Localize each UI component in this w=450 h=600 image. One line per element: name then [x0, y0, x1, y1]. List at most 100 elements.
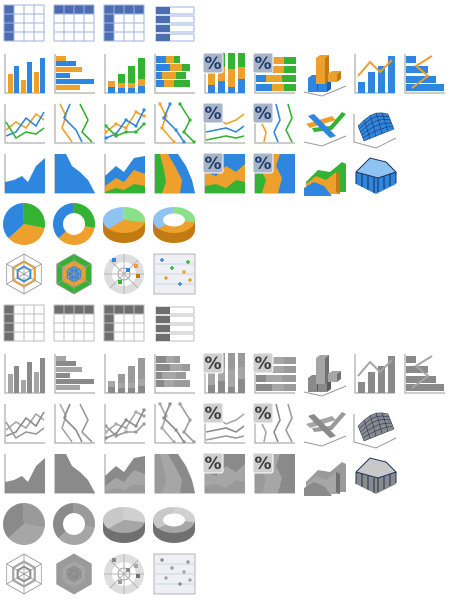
line-markers-chart-icon[interactable] — [102, 102, 146, 146]
icon-row — [2, 252, 196, 296]
bar-percent-chart-icon[interactable]: % — [202, 352, 246, 396]
percent-glyph: % — [254, 154, 271, 174]
bar-clustered-chart-icon[interactable] — [2, 52, 46, 96]
table-split-chart-icon[interactable] — [102, 2, 146, 46]
table-split-chart-icon[interactable] — [102, 302, 146, 346]
area-surface-3d-chart-icon[interactable] — [352, 152, 397, 196]
area-basic-chart-icon[interactable] — [2, 452, 46, 496]
icon-row: %% — [2, 402, 397, 449]
line-basic-chart-icon[interactable] — [2, 402, 46, 446]
percent-glyph: % — [254, 54, 271, 74]
bar-horizontal-percent-chart-icon[interactable]: % — [252, 52, 296, 96]
table-band-chart-icon[interactable] — [152, 2, 196, 46]
bar-line-combo-chart-icon[interactable] — [352, 352, 396, 396]
area-percent-chart-icon[interactable]: % — [202, 452, 246, 496]
bar-percent-chart-icon[interactable]: % — [202, 52, 246, 96]
bar-horizontal-stacked-chart-icon[interactable] — [152, 52, 196, 96]
percent-glyph: % — [204, 354, 221, 374]
radar-lines-chart-icon[interactable] — [2, 552, 46, 596]
area-vertical-stacked-chart-icon[interactable] — [152, 452, 196, 496]
line-percent-chart-icon[interactable]: % — [202, 402, 246, 446]
table-grid-chart-icon[interactable] — [2, 2, 46, 46]
line-basic-chart-icon[interactable] — [2, 102, 46, 146]
icon-row: %% — [2, 452, 397, 496]
radar-filled-chart-icon[interactable] — [52, 252, 96, 296]
bar-horizontal-stacked-chart-icon[interactable] — [152, 352, 196, 396]
bar-horizontal-chart-icon[interactable] — [52, 352, 96, 396]
line-3d-chart-icon[interactable] — [302, 402, 347, 447]
line-markers-chart-icon[interactable] — [102, 402, 146, 446]
area-percent-chart-icon[interactable]: % — [202, 152, 246, 196]
area-vertical-stacked-chart-icon[interactable] — [152, 152, 196, 196]
radar-filled-chart-icon[interactable] — [52, 552, 96, 596]
icon-row — [2, 2, 196, 46]
polar-chart-icon[interactable] — [102, 552, 146, 596]
table-grid-chart-icon[interactable] — [2, 302, 46, 346]
icon-row — [2, 502, 196, 546]
bar-horizontal-percent-chart-icon[interactable]: % — [252, 352, 296, 396]
bar-stacked-chart-icon[interactable] — [102, 52, 146, 96]
area-vertical-percent-chart-icon[interactable]: % — [252, 152, 296, 196]
table-wide-chart-icon[interactable] — [52, 2, 96, 46]
line-percent-chart-icon[interactable]: % — [202, 102, 246, 146]
icon-set-color: %%%%%% — [2, 2, 446, 296]
line-vertical-percent-chart-icon[interactable]: % — [252, 402, 296, 446]
line-vertical-chart-icon[interactable] — [52, 102, 96, 146]
percent-glyph: % — [254, 104, 271, 124]
area-vertical-percent-chart-icon[interactable]: % — [252, 452, 296, 496]
doughnut-flat-chart-icon[interactable] — [52, 202, 96, 246]
bar-line-combo-chart-icon[interactable] — [352, 52, 396, 96]
line-3d-chart-icon[interactable] — [302, 102, 347, 147]
icon-row: %% — [2, 352, 446, 397]
percent-glyph: % — [204, 154, 221, 174]
area-surface-3d-chart-icon[interactable] — [352, 452, 397, 496]
pie-3d-chart-icon[interactable] — [102, 502, 146, 546]
line-vertical-chart-icon[interactable] — [52, 402, 96, 446]
surface-3d-chart-icon[interactable] — [352, 402, 397, 449]
area-3d-chart-icon[interactable] — [302, 152, 346, 196]
icon-row — [2, 202, 196, 246]
line-vertical-markers-chart-icon[interactable] — [152, 102, 196, 146]
bar-line-horizontal-combo-chart-icon[interactable] — [402, 352, 446, 396]
pie-flat-chart-icon[interactable] — [2, 202, 46, 246]
bar-horizontal-chart-icon[interactable] — [52, 52, 96, 96]
pie-3d-chart-icon[interactable] — [102, 202, 146, 246]
bar-3d-chart-icon[interactable] — [302, 352, 347, 397]
area-stacked-chart-icon[interactable] — [102, 152, 146, 196]
area-vertical-chart-icon[interactable] — [52, 452, 96, 496]
percent-glyph: % — [254, 354, 271, 374]
scatter-chart-icon[interactable] — [152, 252, 196, 296]
area-basic-chart-icon[interactable] — [2, 152, 46, 196]
line-vertical-markers-chart-icon[interactable] — [152, 402, 196, 446]
bar-3d-chart-icon[interactable] — [302, 52, 347, 97]
icon-row: %% — [2, 52, 446, 97]
surface-3d-chart-icon[interactable] — [352, 102, 397, 149]
icon-set-gray: %%%%%% — [2, 302, 446, 596]
line-vertical-percent-chart-icon[interactable]: % — [252, 102, 296, 146]
table-wide-chart-icon[interactable] — [52, 302, 96, 346]
percent-glyph: % — [204, 404, 221, 424]
area-3d-chart-icon[interactable] — [302, 452, 346, 496]
bar-clustered-chart-icon[interactable] — [2, 352, 46, 396]
area-vertical-chart-icon[interactable] — [52, 152, 96, 196]
doughnut-flat-chart-icon[interactable] — [52, 502, 96, 546]
icon-row — [2, 552, 196, 596]
percent-glyph: % — [204, 104, 221, 124]
icon-row — [2, 302, 196, 346]
scatter-chart-icon[interactable] — [152, 552, 196, 596]
table-band-chart-icon[interactable] — [152, 302, 196, 346]
icon-row: %% — [2, 102, 397, 149]
doughnut-3d-chart-icon[interactable] — [152, 502, 196, 546]
pie-flat-chart-icon[interactable] — [2, 502, 46, 546]
bar-line-horizontal-combo-chart-icon[interactable] — [402, 52, 446, 96]
area-stacked-chart-icon[interactable] — [102, 452, 146, 496]
bar-stacked-chart-icon[interactable] — [102, 352, 146, 396]
percent-glyph: % — [204, 454, 221, 474]
percent-glyph: % — [254, 404, 271, 424]
doughnut-3d-chart-icon[interactable] — [152, 202, 196, 246]
icon-row: %% — [2, 152, 397, 196]
polar-chart-icon[interactable] — [102, 252, 146, 296]
percent-glyph: % — [254, 454, 271, 474]
radar-lines-chart-icon[interactable] — [2, 252, 46, 296]
